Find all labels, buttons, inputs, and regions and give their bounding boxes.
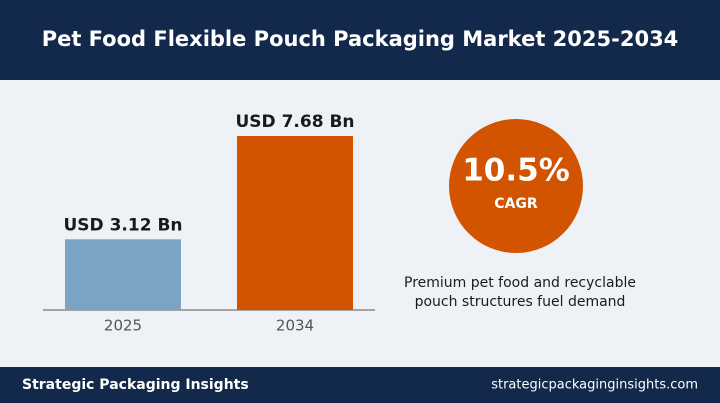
title: Pet Food Flexible Pouch Packaging Market… — [42, 27, 679, 51]
footer-brand: Strategic Packaging Insights — [22, 377, 249, 393]
value-label: USD 7.68 Bn — [236, 112, 355, 132]
note-line: pouch structures fuel demand — [415, 294, 626, 310]
cagr-value: 10.5% — [462, 153, 570, 189]
value-label: USD 3.12 Bn — [64, 215, 183, 235]
x-tick-label: 2025 — [104, 317, 142, 335]
cagr-circle — [449, 119, 583, 253]
header-bar — [0, 0, 720, 80]
bar — [237, 136, 353, 310]
note-line: Premium pet food and recyclable — [404, 275, 636, 291]
cagr-label: CAGR — [494, 196, 538, 212]
footer-bar — [0, 367, 720, 403]
x-tick-label: 2034 — [276, 317, 314, 335]
footer-url: strategicpackaginginsights.com — [491, 378, 698, 393]
bar — [65, 239, 181, 310]
